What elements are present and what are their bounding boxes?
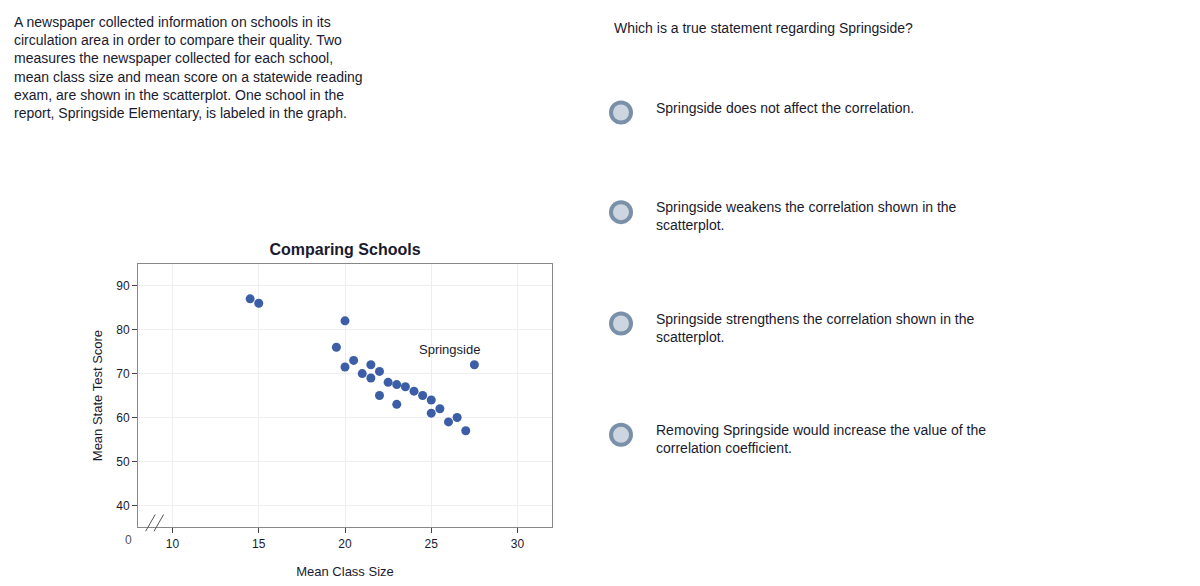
svg-text:A newspaper collected informat: A newspaper collected information on sch… [14,14,363,121]
svg-text:50: 50 [116,455,130,469]
svg-text:30: 30 [511,537,525,551]
svg-text:0: 0 [125,533,132,547]
svg-text:40: 40 [116,499,130,513]
svg-text:25: 25 [425,537,439,551]
svg-text:Comparing Schools: Comparing Schools [269,241,420,258]
svg-text:Springside weakens the correla: Springside weakens the correlation shown… [656,199,957,233]
svg-text:20: 20 [338,537,352,551]
svg-text:80: 80 [116,323,130,337]
svg-text:Removing Springside would incr: Removing Springside would increase the v… [656,422,986,456]
svg-text:Mean State Test Score: Mean State Test Score [90,330,105,461]
svg-text:15: 15 [252,537,266,551]
svg-text:70: 70 [116,367,130,381]
svg-text:Which is a true statement rega: Which is a true statement regarding Spri… [614,20,913,36]
svg-text:10: 10 [166,537,180,551]
svg-text:90: 90 [116,279,130,293]
svg-text:Springside strengthens the cor: Springside strengthens the correlation s… [656,311,975,345]
svg-text:Mean Class Size: Mean Class Size [296,564,394,579]
svg-text:60: 60 [116,411,130,425]
svg-text:Springside does not affect the: Springside does not affect the correlati… [656,100,914,116]
svg-text:Springside: Springside [419,342,480,357]
